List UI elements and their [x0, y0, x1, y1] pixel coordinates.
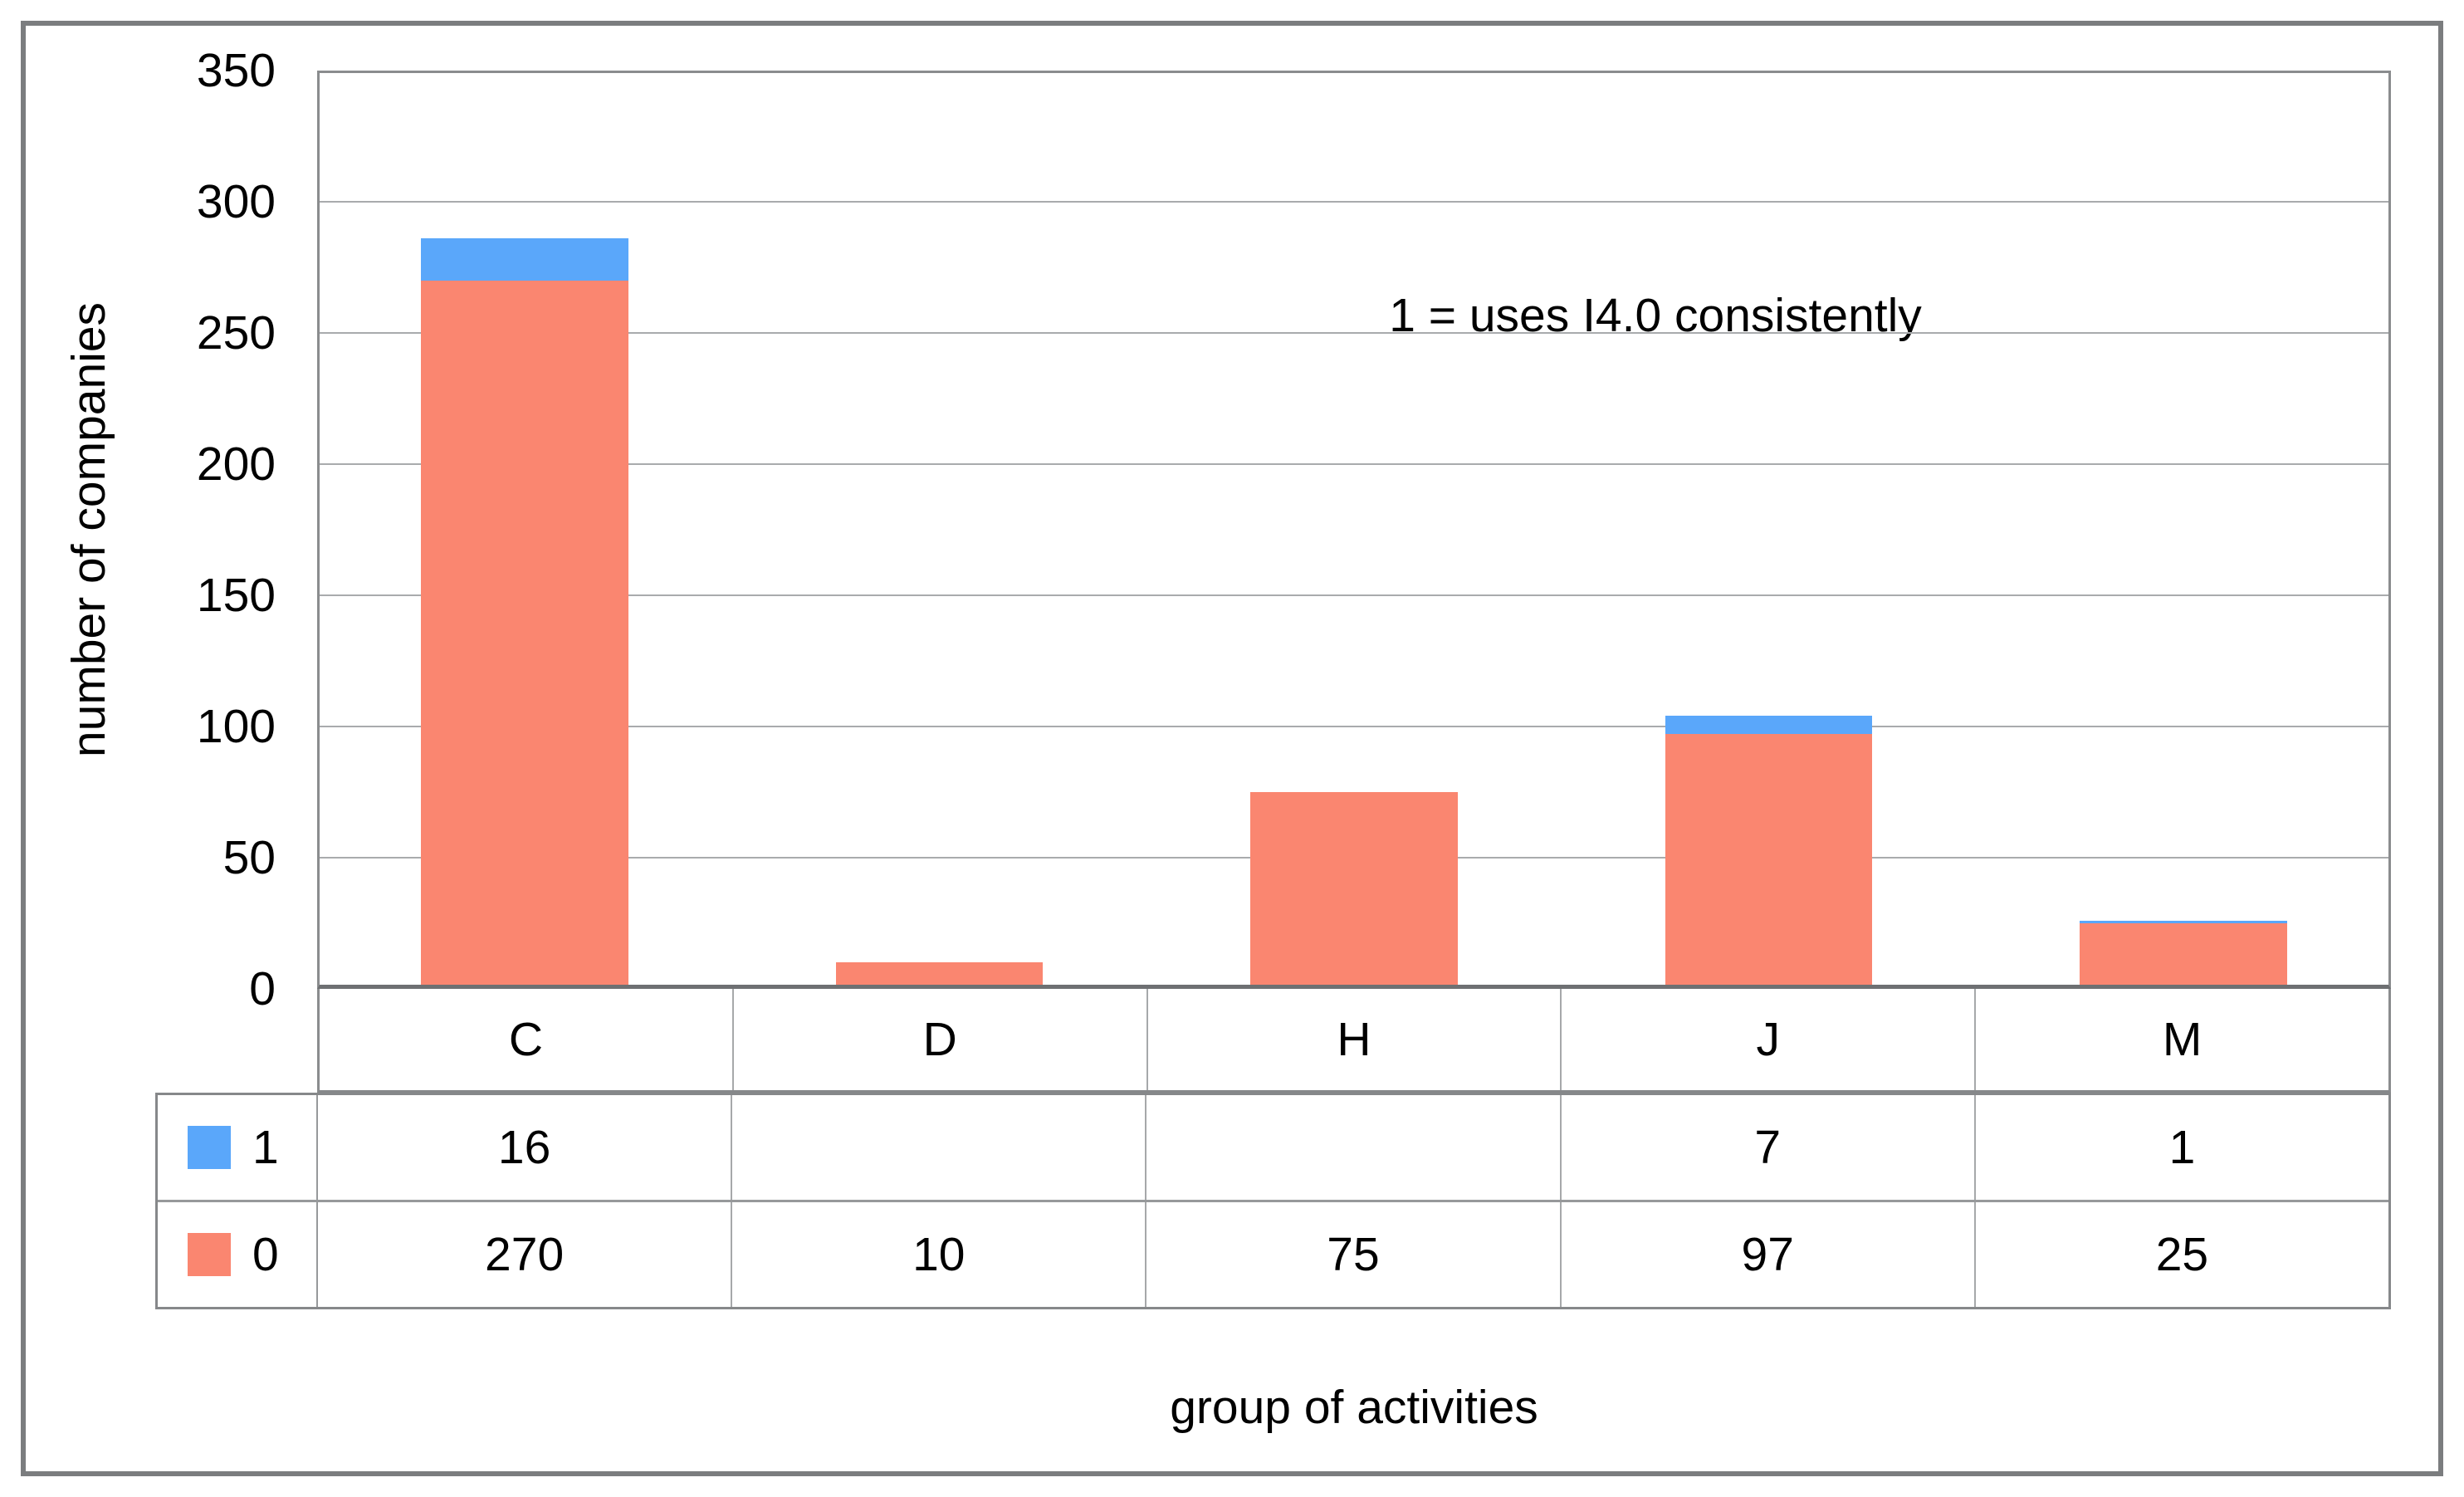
y-tick-label: 350	[196, 44, 276, 97]
figure-border	[21, 21, 2443, 1476]
category-label: M	[2162, 1013, 2202, 1066]
table-value-cell: 25	[1976, 1202, 2388, 1307]
table-row-series-1: 1 16 7 1	[158, 1095, 2388, 1202]
chart-annotation: 1 = uses I4.0 consistently	[1389, 289, 1922, 342]
table-value: 25	[2155, 1228, 2209, 1281]
gridline	[317, 463, 2391, 465]
legend-swatch-series-1	[188, 1126, 231, 1169]
table-row-series-0: 0 270 10 75 97 25	[158, 1202, 2388, 1307]
table-value-cell: 10	[732, 1202, 1147, 1307]
gridline	[317, 332, 2391, 334]
gridline	[317, 726, 2391, 727]
table-value: 1	[2168, 1121, 2196, 1174]
bar-segment-M-series-0	[2080, 923, 2288, 989]
table-value-cell: 1	[1976, 1095, 2388, 1200]
legend-cell: 1	[158, 1095, 318, 1200]
bar-segment-C-series-0	[420, 280, 628, 989]
table-value: 97	[1741, 1228, 1794, 1281]
table-value-cell: 97	[1562, 1202, 1976, 1307]
category-label-cell: D	[734, 989, 1148, 1090]
category-label-cell: M	[1976, 989, 2388, 1090]
table-value-cell: 16	[318, 1095, 733, 1200]
table-value: 75	[1327, 1228, 1380, 1281]
y-tick-label: 200	[196, 438, 276, 491]
y-tick-label: 100	[196, 700, 276, 753]
data-table: 1 16 7 1 0 270 10 75 97 25	[155, 1093, 2391, 1309]
table-value: 7	[1754, 1121, 1782, 1174]
bar-segment-H-series-0	[1250, 792, 1458, 989]
y-tick-label: 300	[196, 175, 276, 228]
gridline	[317, 201, 2391, 203]
category-label-cell: J	[1562, 989, 1977, 1090]
table-value-cell: 270	[318, 1202, 733, 1307]
gridline	[317, 594, 2391, 596]
category-label: C	[508, 1013, 543, 1066]
bar-segment-C-series-1	[420, 238, 628, 281]
plot-area: 1 = uses I4.0 consistently	[317, 71, 2391, 989]
category-label: D	[922, 1013, 957, 1066]
y-tick-label: 50	[222, 831, 276, 884]
y-axis-title: number of companies	[62, 301, 115, 758]
x-axis-title: group of activities	[1170, 1381, 1538, 1434]
table-value-cell: 75	[1146, 1202, 1562, 1307]
bar-segment-J-series-1	[1665, 716, 1873, 735]
table-value: 16	[497, 1121, 551, 1174]
y-tick-label: 250	[196, 306, 276, 360]
table-value-cell: 7	[1562, 1095, 1976, 1200]
table-value: 10	[912, 1228, 966, 1281]
legend-series-label: 0	[252, 1228, 279, 1281]
legend-cell: 0	[158, 1202, 318, 1307]
bar-segment-D-series-0	[835, 962, 1044, 989]
bar-segment-M-series-1	[2080, 920, 2288, 923]
category-label-cell: H	[1148, 989, 1562, 1090]
y-tick-label: 0	[249, 962, 276, 1015]
y-tick-label: 150	[196, 569, 276, 622]
bar-segment-J-series-0	[1665, 734, 1873, 989]
table-value-cell	[1146, 1095, 1562, 1200]
table-value: 270	[485, 1228, 565, 1281]
category-label: H	[1337, 1013, 1371, 1066]
table-value-cell	[732, 1095, 1147, 1200]
legend-series-label: 1	[252, 1121, 279, 1174]
category-label: J	[1756, 1013, 1781, 1066]
category-label-cell: C	[320, 989, 734, 1090]
legend-swatch-series-0	[188, 1233, 231, 1276]
